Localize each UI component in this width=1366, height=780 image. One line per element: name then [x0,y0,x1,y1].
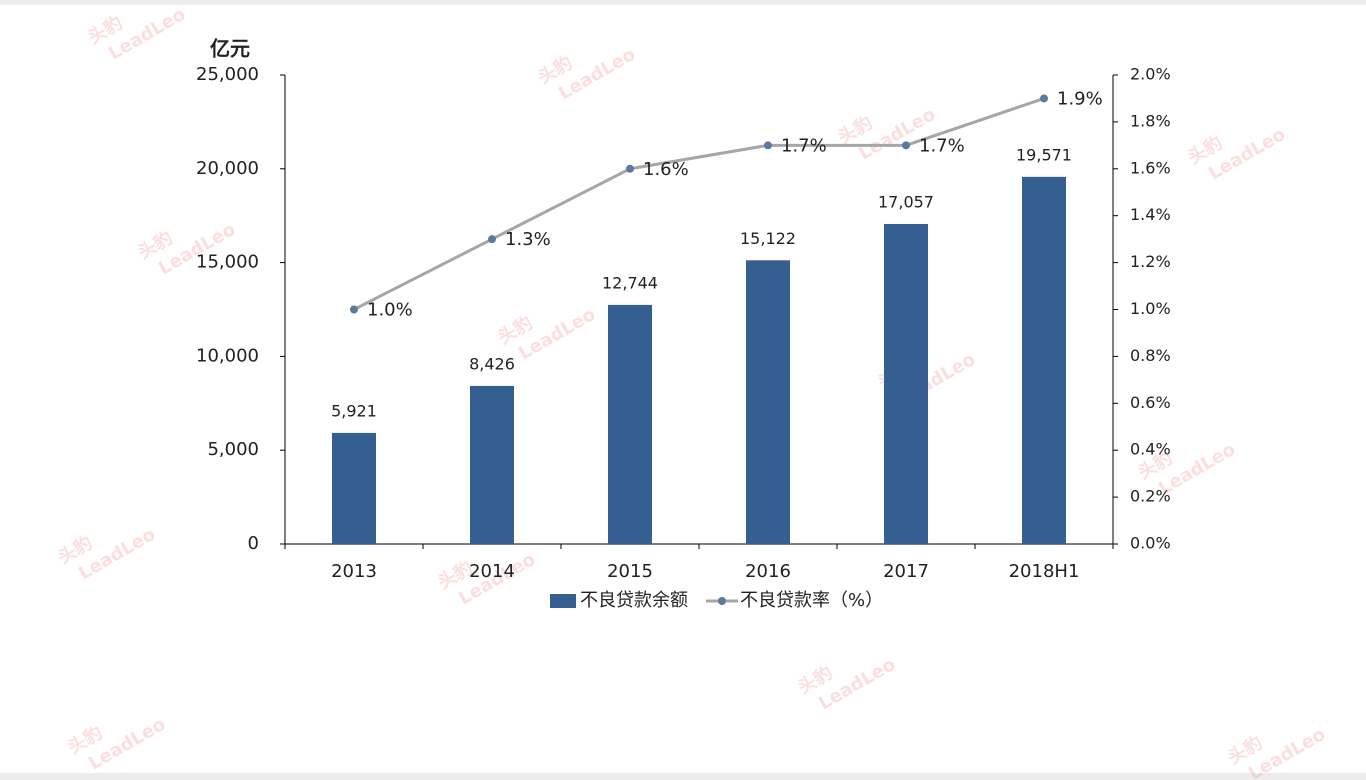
x-tick-label: 2016 [745,561,791,582]
y-tick-label: 0 [248,533,259,554]
y2-tick-label: 1.8% [1130,111,1171,130]
x-tick-label: 2017 [883,561,929,582]
y-tick-label: 5,000 [207,439,259,460]
legend-label: 不良贷款率（%） [740,590,883,611]
bar-value-label: 12,744 [602,273,658,292]
bar [746,260,790,544]
line-value-label: 1.6% [643,159,689,180]
y2-tick-label: 2.0% [1130,65,1171,84]
y-tick-label: 20,000 [196,158,259,179]
y2-tick-label: 0.0% [1130,534,1171,553]
x-tick-label: 2015 [607,561,653,582]
line-point [1040,94,1048,103]
bar [332,432,376,544]
line-value-label: 1.7% [919,135,965,156]
line-point [902,141,910,150]
bottom-band [0,773,1366,780]
bar [884,224,928,544]
y2-tick-label: 0.4% [1130,440,1171,459]
bar-value-label: 15,122 [740,229,796,248]
line-value-label: 1.9% [1057,88,1103,109]
bar [470,385,514,544]
bar-value-label: 5,921 [331,401,377,420]
line-point [350,305,358,314]
y2-tick-label: 0.2% [1130,487,1171,506]
line [353,97,1045,311]
x-tick-label: 2013 [331,561,377,582]
bar-value-label: 19,571 [1016,145,1072,164]
x-tick-label: 2018H1 [1009,561,1080,582]
line-point [488,235,496,244]
legend-marker [718,597,726,605]
y-unit-label: 亿元 [210,37,250,61]
y-tick-label: 25,000 [196,64,259,85]
top-band [0,0,1366,5]
bar [1022,176,1066,545]
legend-label: 不良贷款余额 [580,590,688,611]
x-tick-label: 2014 [469,561,515,582]
legend-swatch [550,594,576,608]
line-point [626,164,634,173]
y2-tick-label: 0.6% [1130,393,1171,412]
bar [608,304,652,544]
y2-tick-label: 0.8% [1130,346,1171,365]
y2-tick-label: 1.4% [1130,205,1171,224]
bar-value-label: 17,057 [878,193,934,212]
y-tick-label: 15,000 [196,252,259,273]
y-tick-label: 10,000 [196,345,259,366]
line-value-label: 1.3% [505,229,551,250]
line-point [764,141,772,150]
y2-tick-label: 1.6% [1130,158,1171,177]
line-value-label: 1.7% [781,135,827,156]
bar-value-label: 8,426 [469,354,515,373]
line-value-label: 1.0% [367,300,413,321]
y2-tick-label: 1.2% [1130,252,1171,271]
y2-tick-label: 1.0% [1130,299,1171,318]
